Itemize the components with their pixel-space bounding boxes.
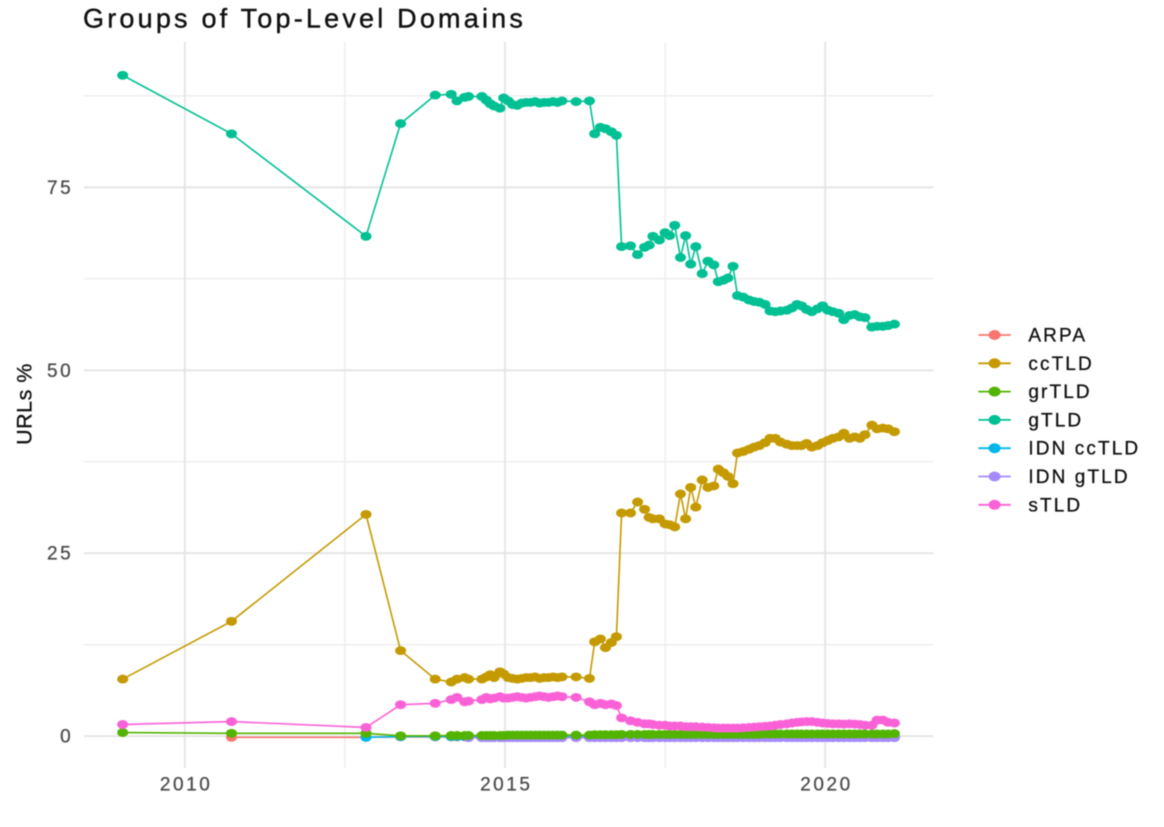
svg-text:2020: 2020 <box>800 775 852 796</box>
svg-text:sTLD: sTLD <box>1028 495 1082 516</box>
svg-text:ccTLD: ccTLD <box>1028 354 1093 375</box>
svg-text:Groups of Top-Level Domains: Groups of Top-Level Domains <box>83 4 526 34</box>
svg-text:50: 50 <box>47 361 73 382</box>
svg-text:URLs %: URLs % <box>13 363 37 445</box>
svg-text:grTLD: grTLD <box>1028 382 1091 403</box>
svg-text:gTLD: gTLD <box>1028 410 1083 431</box>
svg-text:IDN ccTLD: IDN ccTLD <box>1028 439 1140 460</box>
svg-text:25: 25 <box>47 544 73 565</box>
svg-text:IDN gTLD: IDN gTLD <box>1028 467 1129 488</box>
svg-text:0: 0 <box>60 727 73 748</box>
svg-text:75: 75 <box>47 178 73 199</box>
svg-text:ARPA: ARPA <box>1028 326 1087 347</box>
svg-text:2010: 2010 <box>160 775 212 796</box>
svg-text:2015: 2015 <box>480 775 532 796</box>
